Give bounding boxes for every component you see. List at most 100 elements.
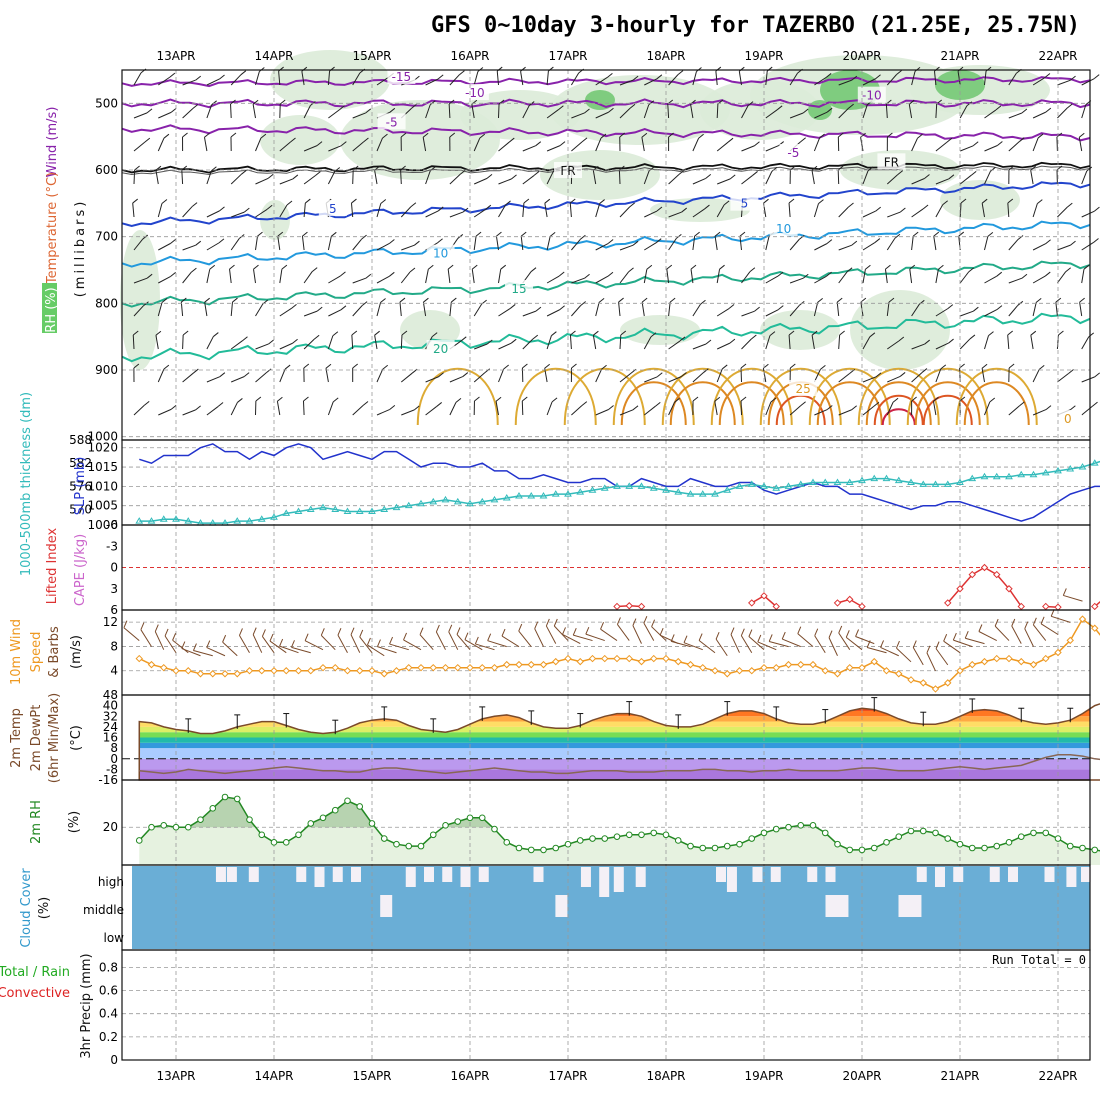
wind-barb-flag	[817, 297, 823, 303]
wind-barb-flag	[917, 133, 923, 139]
wind-barb	[255, 71, 260, 86]
wind10-barb	[782, 638, 801, 648]
wind10-line-point	[490, 663, 499, 672]
date-label-top: 14APR	[254, 49, 293, 63]
wind-barb-flag	[1037, 133, 1044, 139]
wind-barb	[546, 109, 559, 119]
wind-barb-flag	[230, 132, 237, 138]
wind-barb-flag	[305, 198, 311, 204]
wind-barb	[692, 138, 700, 152]
wind10-line-point	[270, 667, 278, 675]
wind-barb-flag	[352, 363, 359, 369]
wind-barb-flag	[549, 231, 556, 237]
lifted-index-line-point	[637, 602, 646, 611]
thickness-line-point	[478, 497, 487, 505]
wind10-barb-flag	[1040, 616, 1045, 624]
wind-barb	[862, 242, 876, 251]
wind-barb	[279, 269, 283, 284]
wind-barb	[668, 376, 682, 383]
wind-barb-flag	[1021, 108, 1028, 114]
rh2m-line-point	[1042, 829, 1050, 837]
wind-barb	[789, 239, 800, 251]
wind10-barb	[154, 631, 165, 650]
wind-barb-flag	[363, 137, 369, 143]
cloud-high-patch	[533, 867, 544, 882]
wind-barb	[328, 109, 340, 119]
wind-barb-flag	[656, 206, 663, 212]
wind10-barb	[172, 639, 189, 654]
wind-barb	[692, 303, 701, 317]
wind-barb	[1032, 275, 1046, 284]
wind-barb	[984, 71, 987, 86]
wind-barb	[303, 338, 315, 350]
wind-barb	[1030, 170, 1034, 185]
wind10-barb-flag	[435, 624, 440, 633]
wind10-line-point	[625, 654, 633, 663]
wind10-barb-flag	[757, 634, 762, 643]
wind-barb-flag	[204, 132, 210, 138]
wind-barb	[279, 178, 294, 185]
wind-barb	[327, 171, 336, 185]
wind10-barb-flag	[866, 640, 871, 648]
wind-barb-flag	[692, 396, 699, 402]
wind-barb-flag	[163, 364, 170, 370]
contour-label: -5	[787, 146, 799, 160]
li-ytick: -3	[106, 539, 118, 553]
wind-barb	[253, 269, 256, 284]
rh2m-line-point	[858, 846, 866, 854]
cloud-high-patch	[953, 867, 964, 882]
wind-barb-flag	[340, 271, 346, 277]
wind-barb-flag	[948, 174, 955, 180]
wind-barb-flag	[946, 137, 953, 143]
wind-barb-flag	[648, 100, 655, 106]
rh2m-line-point	[662, 831, 670, 839]
wind-barb	[814, 111, 828, 119]
wind-barb-flag	[559, 141, 566, 147]
temp-band	[139, 758, 1090, 770]
wind-barb-flag	[232, 297, 238, 303]
wind-barb-flag	[608, 107, 614, 113]
wind10-line-point	[405, 663, 413, 672]
wind-barb	[716, 308, 730, 317]
wind10-barb-flag	[206, 640, 211, 648]
wind-barb-flag	[146, 273, 153, 279]
wind10-barb-flag	[350, 627, 355, 635]
wind10-barb	[715, 638, 728, 657]
thickness-line-point	[735, 482, 744, 489]
wind10-barb-flag	[740, 628, 745, 636]
wind-barb	[1057, 373, 1069, 383]
date-label-top: 20APR	[842, 49, 881, 63]
wind-barb	[522, 175, 535, 185]
wind-barb-flag	[818, 199, 824, 204]
wind10-line-point	[1054, 648, 1062, 657]
cloud-high-patch	[770, 867, 781, 882]
wind-barb	[984, 171, 991, 185]
rh2m-line-point	[711, 844, 719, 852]
wind-barb	[595, 243, 609, 251]
wind10-line-point	[760, 663, 768, 672]
wind10-line-point	[356, 667, 364, 675]
wind-barb-flag	[1045, 405, 1052, 410]
wind-barb	[133, 238, 144, 251]
wind10-barb-flag	[448, 624, 453, 633]
warm-contour	[612, 367, 695, 426]
temp-band	[139, 726, 1090, 733]
wind10-line-point	[1005, 654, 1013, 663]
wind-barb	[520, 236, 524, 251]
wind-barb	[838, 409, 852, 416]
wind-barb-flag	[751, 334, 757, 340]
wind-barb	[644, 210, 658, 218]
wind10-ytick: 4	[110, 664, 118, 678]
wind-barb	[182, 372, 194, 383]
wind-barb	[1081, 78, 1095, 86]
date-label-bottom: 17APR	[548, 1069, 587, 1083]
wind-barb-flag	[1066, 103, 1073, 109]
wind10-barb-flag	[838, 625, 843, 634]
thickness-line-point	[1029, 470, 1038, 478]
li-ytick: 0	[110, 561, 118, 575]
wind-barb	[571, 305, 582, 317]
wind-barb	[911, 208, 924, 218]
wind10-line-point	[343, 667, 352, 675]
cloud-high-patch	[580, 867, 591, 887]
isotherm-m15	[121, 76, 1091, 88]
